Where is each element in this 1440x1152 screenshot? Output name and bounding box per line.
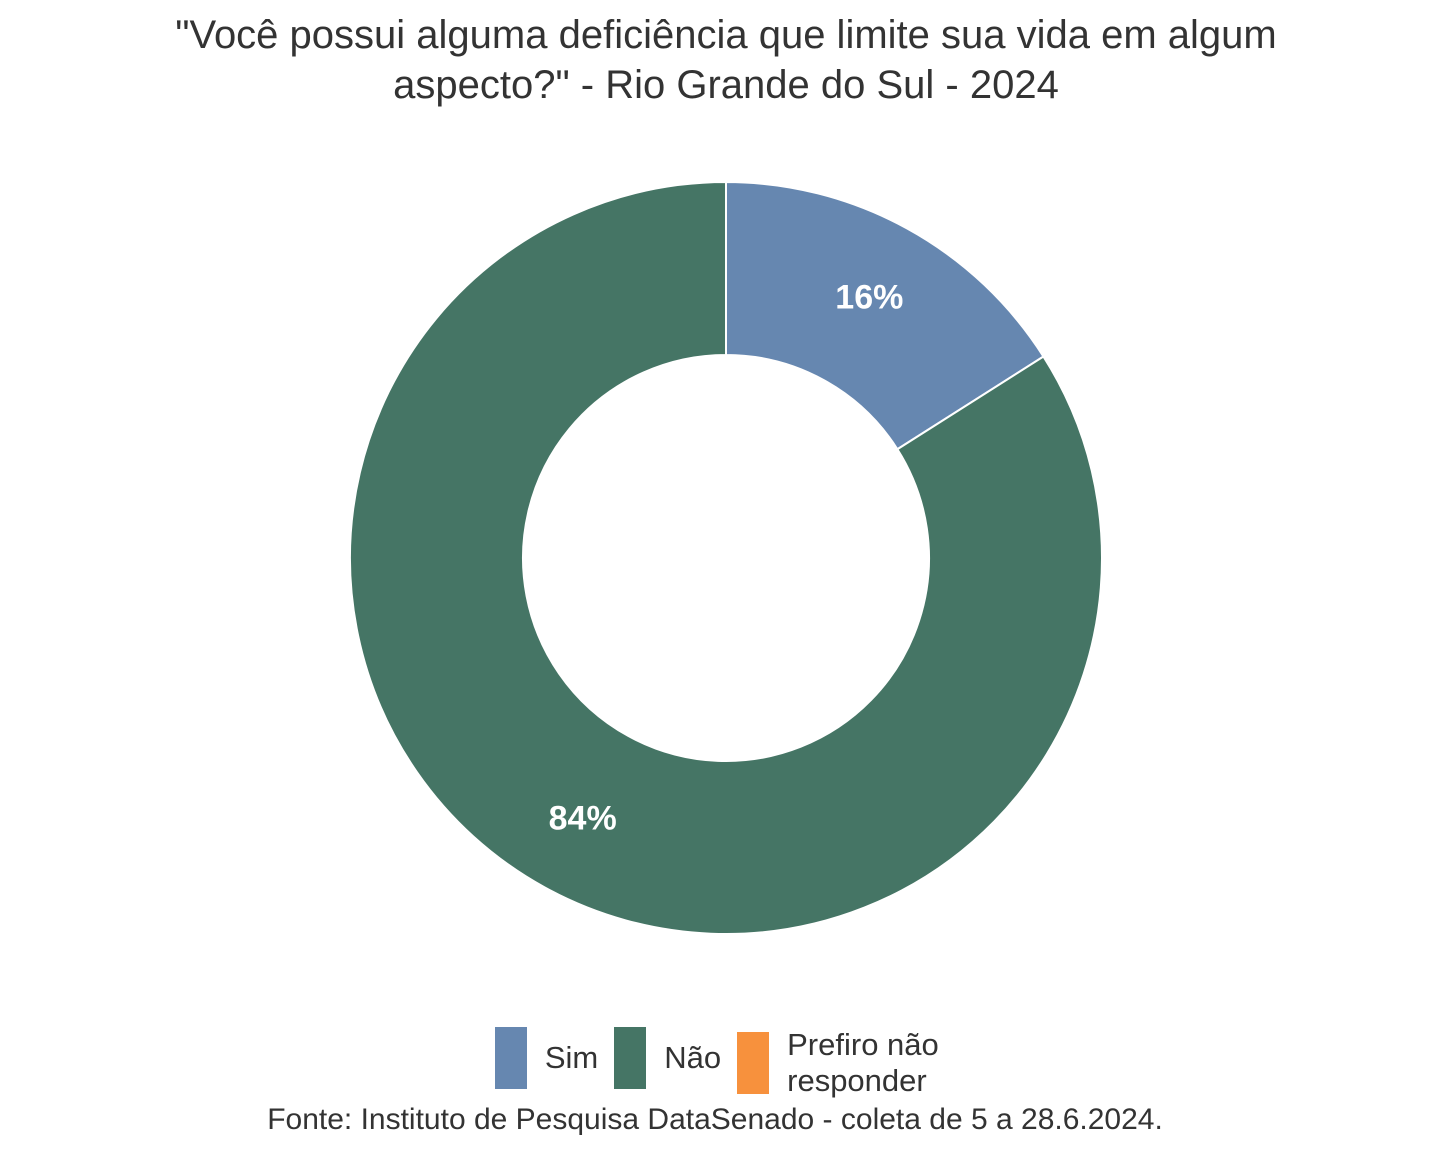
chart-title: "Você possui alguma deficiência que limi… — [0, 10, 1440, 110]
chart-legend: Sim Não Prefiro não responder — [0, 1027, 1440, 1099]
donut-chart: 16% 84% — [349, 180, 1103, 935]
legend-swatch-nao — [614, 1027, 647, 1089]
legend-item-prefiro-nao-responder: Prefiro não responder — [737, 1027, 957, 1099]
legend-swatch-prefiro-nao-responder — [737, 1032, 770, 1094]
donut-slice-sim — [725, 180, 1045, 451]
chart-title-line-2: aspecto?" - Rio Grande do Sul - 2024 — [393, 63, 1059, 107]
data-label-nao: 84% — [549, 800, 617, 838]
legend-label-nao: Não — [664, 1040, 722, 1075]
legend-label-sim: Sim — [544, 1040, 599, 1075]
data-label-sim: 16% — [835, 278, 903, 316]
legend-item-nao: Não — [614, 1027, 721, 1089]
legend-item-sim: Sim — [494, 1027, 599, 1089]
donut-slice-nao — [349, 180, 1103, 935]
legend-swatch-sim — [494, 1027, 527, 1089]
legend-label-prefiro-nao-responder: Prefiro não responder — [787, 1027, 939, 1098]
chart-title-line-1: "Você possui alguma deficiência que limi… — [175, 13, 1277, 57]
source-note: Fonte: Instituto de Pesquisa DataSenado … — [267, 1103, 1163, 1136]
